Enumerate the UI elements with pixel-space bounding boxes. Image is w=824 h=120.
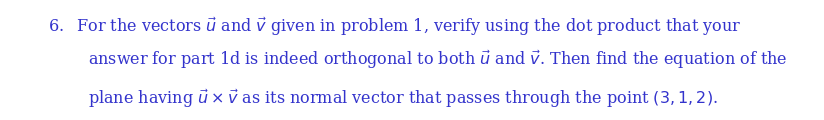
Text: answer for part 1d is indeed orthogonal to both $\vec{u}$ and $\vec{v}$. Then fi: answer for part 1d is indeed orthogonal … (88, 49, 788, 71)
Text: plane having $\vec{u} \times \vec{v}$ as its normal vector that passes through t: plane having $\vec{u} \times \vec{v}$ as… (88, 87, 719, 110)
Text: 6.  For the vectors $\vec{u}$ and $\vec{v}$ given in problem 1, verify using the: 6. For the vectors $\vec{u}$ and $\vec{v… (48, 15, 741, 38)
